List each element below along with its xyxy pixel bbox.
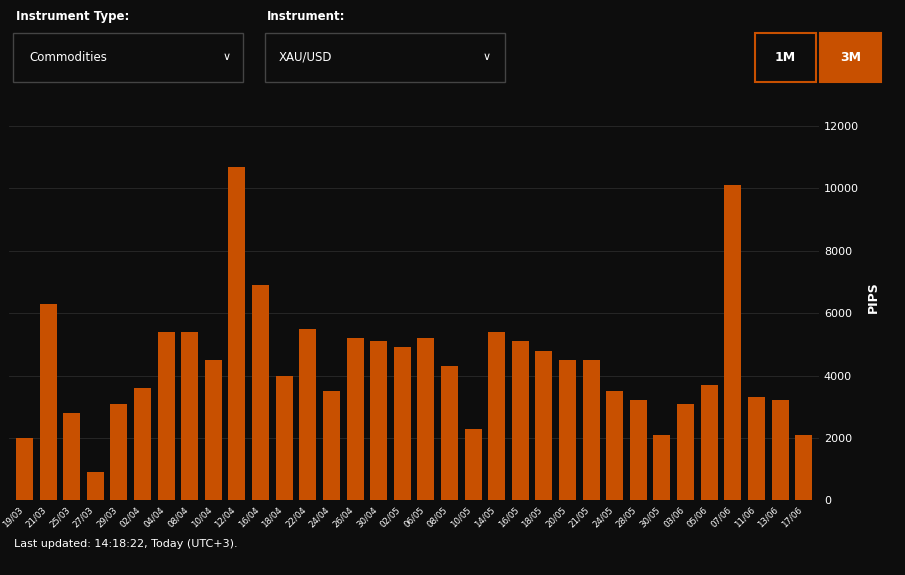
Bar: [157, 332, 175, 500]
Text: Instrument:: Instrument:: [267, 10, 346, 22]
Bar: [724, 185, 741, 500]
Bar: [653, 435, 671, 500]
Bar: [512, 341, 529, 500]
Bar: [110, 404, 128, 500]
Bar: [536, 351, 552, 500]
Bar: [488, 332, 505, 500]
Bar: [323, 391, 340, 500]
Bar: [370, 341, 387, 500]
Bar: [40, 304, 56, 500]
Bar: [417, 338, 434, 500]
FancyBboxPatch shape: [755, 33, 816, 82]
Bar: [606, 391, 624, 500]
Bar: [252, 285, 269, 500]
Text: 3M: 3M: [840, 51, 862, 64]
Bar: [87, 472, 104, 500]
Bar: [347, 338, 364, 500]
Bar: [300, 329, 316, 500]
Text: XAU/USD: XAU/USD: [279, 51, 332, 64]
FancyBboxPatch shape: [13, 33, 243, 82]
Bar: [772, 400, 788, 500]
FancyBboxPatch shape: [820, 33, 881, 82]
Bar: [394, 347, 411, 500]
Text: ∨: ∨: [223, 52, 231, 63]
Bar: [559, 360, 576, 500]
Bar: [630, 400, 647, 500]
Bar: [276, 375, 292, 500]
Bar: [181, 332, 198, 500]
Y-axis label: PIPS: PIPS: [867, 282, 881, 313]
FancyBboxPatch shape: [265, 33, 505, 82]
Bar: [228, 167, 245, 500]
Bar: [700, 385, 718, 500]
Bar: [583, 360, 600, 500]
Text: ∨: ∨: [482, 52, 491, 63]
Bar: [63, 413, 81, 500]
Bar: [441, 366, 458, 500]
Bar: [205, 360, 222, 500]
Bar: [748, 397, 765, 500]
Bar: [134, 388, 151, 500]
Text: Last updated: 14:18:22, Today (UTC+3).: Last updated: 14:18:22, Today (UTC+3).: [14, 539, 237, 549]
Text: Instrument Type:: Instrument Type:: [16, 10, 129, 22]
Bar: [795, 435, 812, 500]
Bar: [677, 404, 694, 500]
Bar: [464, 428, 481, 500]
Text: Commodities: Commodities: [29, 51, 107, 64]
Text: 1M: 1M: [775, 51, 796, 64]
Bar: [16, 438, 33, 500]
